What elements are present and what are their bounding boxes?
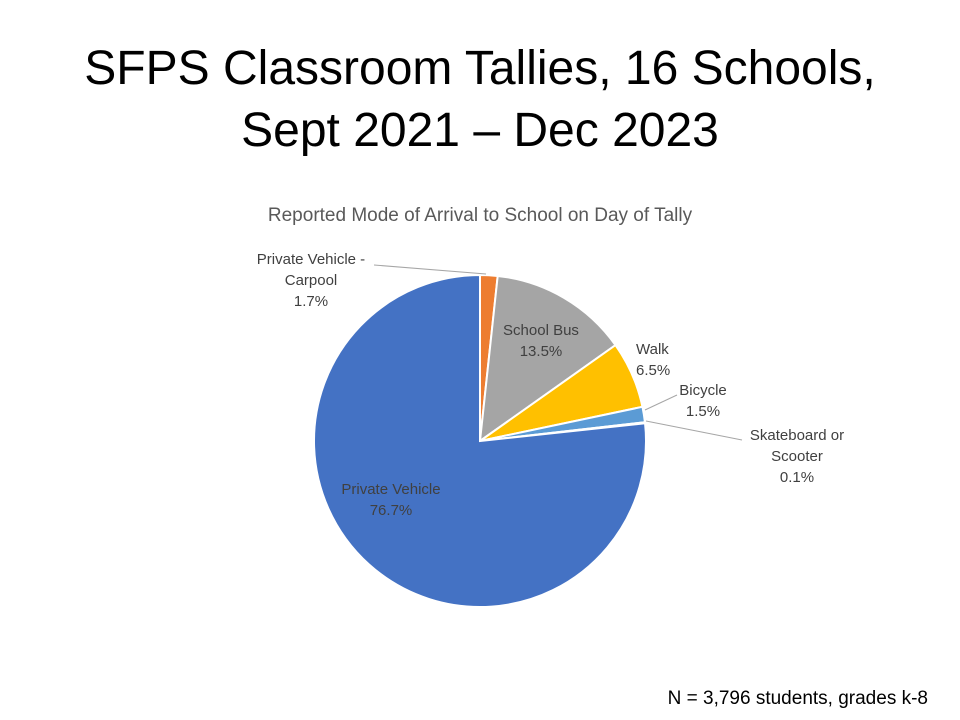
leader-lines — [373, 264, 743, 441]
leader-line-private-vehicle-carpool — [373, 264, 487, 275]
leader-line-skateboard-or-scooter — [645, 420, 743, 441]
category-label-bicycle: Bicycle — [679, 382, 727, 399]
category-label-walk: Walk — [636, 341, 669, 358]
pct-label-skateboard-or-scooter: 0.1% — [780, 469, 814, 486]
slide-title-line-2: Sept 2021 – Dec 2023 — [241, 104, 719, 157]
pie-slice-private-vehicle — [313, 273, 647, 608]
category-label-private-vehicle-carpool: Private Vehicle - — [257, 251, 365, 268]
pct-label-school-bus: 13.5% — [520, 343, 563, 360]
pct-label-walk: 6.5% — [636, 362, 670, 379]
category-label-skateboard-or-scooter: Scooter — [771, 448, 823, 465]
category-label-school-bus: School Bus — [503, 322, 579, 339]
slide-title: SFPS Classroom Tallies, 16 Schools, Sept… — [0, 38, 960, 162]
leader-line-bicycle — [644, 394, 678, 411]
data-labels: Private Vehicle - Carpool 1.7% School Bus 13… — [257, 251, 844, 519]
category-label-private-vehicle: Private Vehicle — [341, 481, 440, 498]
footnote-sample-size: N = 3,796 students, grades k-8 — [667, 688, 928, 709]
category-label-private-vehicle-carpool: Carpool — [285, 272, 338, 289]
category-label-skateboard-or-scooter: Skateboard or — [750, 427, 844, 444]
pct-label-bicycle: 1.5% — [686, 403, 720, 420]
pie-slice-school-bus — [478, 274, 617, 444]
slide-title-line-1: SFPS Classroom Tallies, 16 Schools, — [84, 42, 876, 95]
chart-title: Reported Mode of Arrival to School on Da… — [267, 205, 693, 226]
pct-label-private-vehicle-carpool: 1.7% — [294, 293, 328, 310]
pct-label-private-vehicle: 76.7% — [370, 502, 413, 519]
pie-slices — [313, 273, 647, 608]
